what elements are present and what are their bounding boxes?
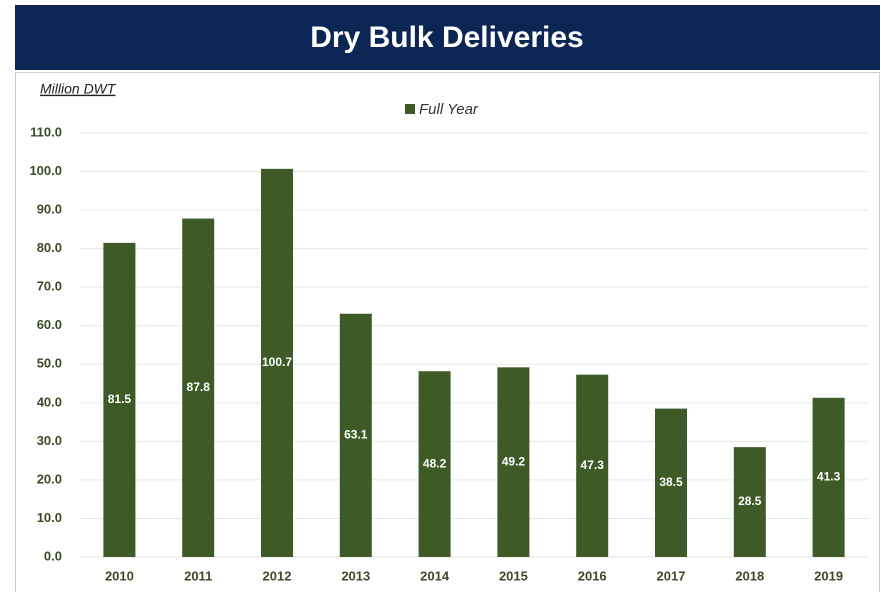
x-tick-label: 2015 <box>499 568 528 583</box>
x-tick-label: 2013 <box>341 568 370 583</box>
bar <box>576 374 609 557</box>
bar <box>812 397 845 557</box>
bar <box>261 168 293 557</box>
data-label: 38.5 <box>659 475 683 489</box>
chart-title: Dry Bulk Deliveries <box>310 21 583 54</box>
y-tick-label: 80.0 <box>37 240 62 255</box>
x-tick-label: 2016 <box>578 568 607 583</box>
y-tick-label: 100.0 <box>29 163 62 178</box>
data-label: 63.1 <box>344 428 368 442</box>
x-tick-label: 2019 <box>814 568 843 583</box>
legend-swatch <box>405 104 415 114</box>
bar <box>733 447 766 557</box>
data-label: 47.3 <box>581 458 605 472</box>
data-label: 49.2 <box>502 454 526 468</box>
y-tick-label: 30.0 <box>37 433 62 448</box>
x-tick-label: 2017 <box>657 568 686 583</box>
bar <box>103 242 136 557</box>
data-label: 81.5 <box>108 392 132 406</box>
data-label: 41.3 <box>817 470 841 484</box>
y-tick-label: 50.0 <box>37 356 62 371</box>
y-axis-label: Million DWT <box>40 81 117 97</box>
y-tick-label: 20.0 <box>37 471 62 486</box>
bar <box>497 367 530 557</box>
x-tick-label: 2012 <box>263 568 292 583</box>
x-tick-label: 2014 <box>420 568 450 583</box>
y-tick-label: 70.0 <box>37 279 62 294</box>
header-bar <box>15 5 880 70</box>
data-label: 28.5 <box>738 494 762 508</box>
bar <box>655 408 687 557</box>
x-tick-label: 2010 <box>105 568 134 583</box>
bar <box>418 371 451 557</box>
y-tick-label: 60.0 <box>37 317 62 332</box>
y-tick-label: 10.0 <box>37 510 62 525</box>
bar <box>182 218 215 557</box>
y-tick-label: 110.0 <box>30 124 62 139</box>
data-label: 87.8 <box>187 380 211 394</box>
x-tick-label: 2011 <box>184 568 212 583</box>
y-tick-label: 0.0 <box>44 548 62 563</box>
bar <box>339 313 372 557</box>
legend-label: Full Year <box>419 101 479 118</box>
data-label: 100.7 <box>262 355 292 369</box>
x-tick-label: 2018 <box>735 568 764 583</box>
y-tick-label: 40.0 <box>37 394 62 409</box>
y-tick-label: 90.0 <box>37 202 62 217</box>
data-label: 48.2 <box>423 456 447 470</box>
